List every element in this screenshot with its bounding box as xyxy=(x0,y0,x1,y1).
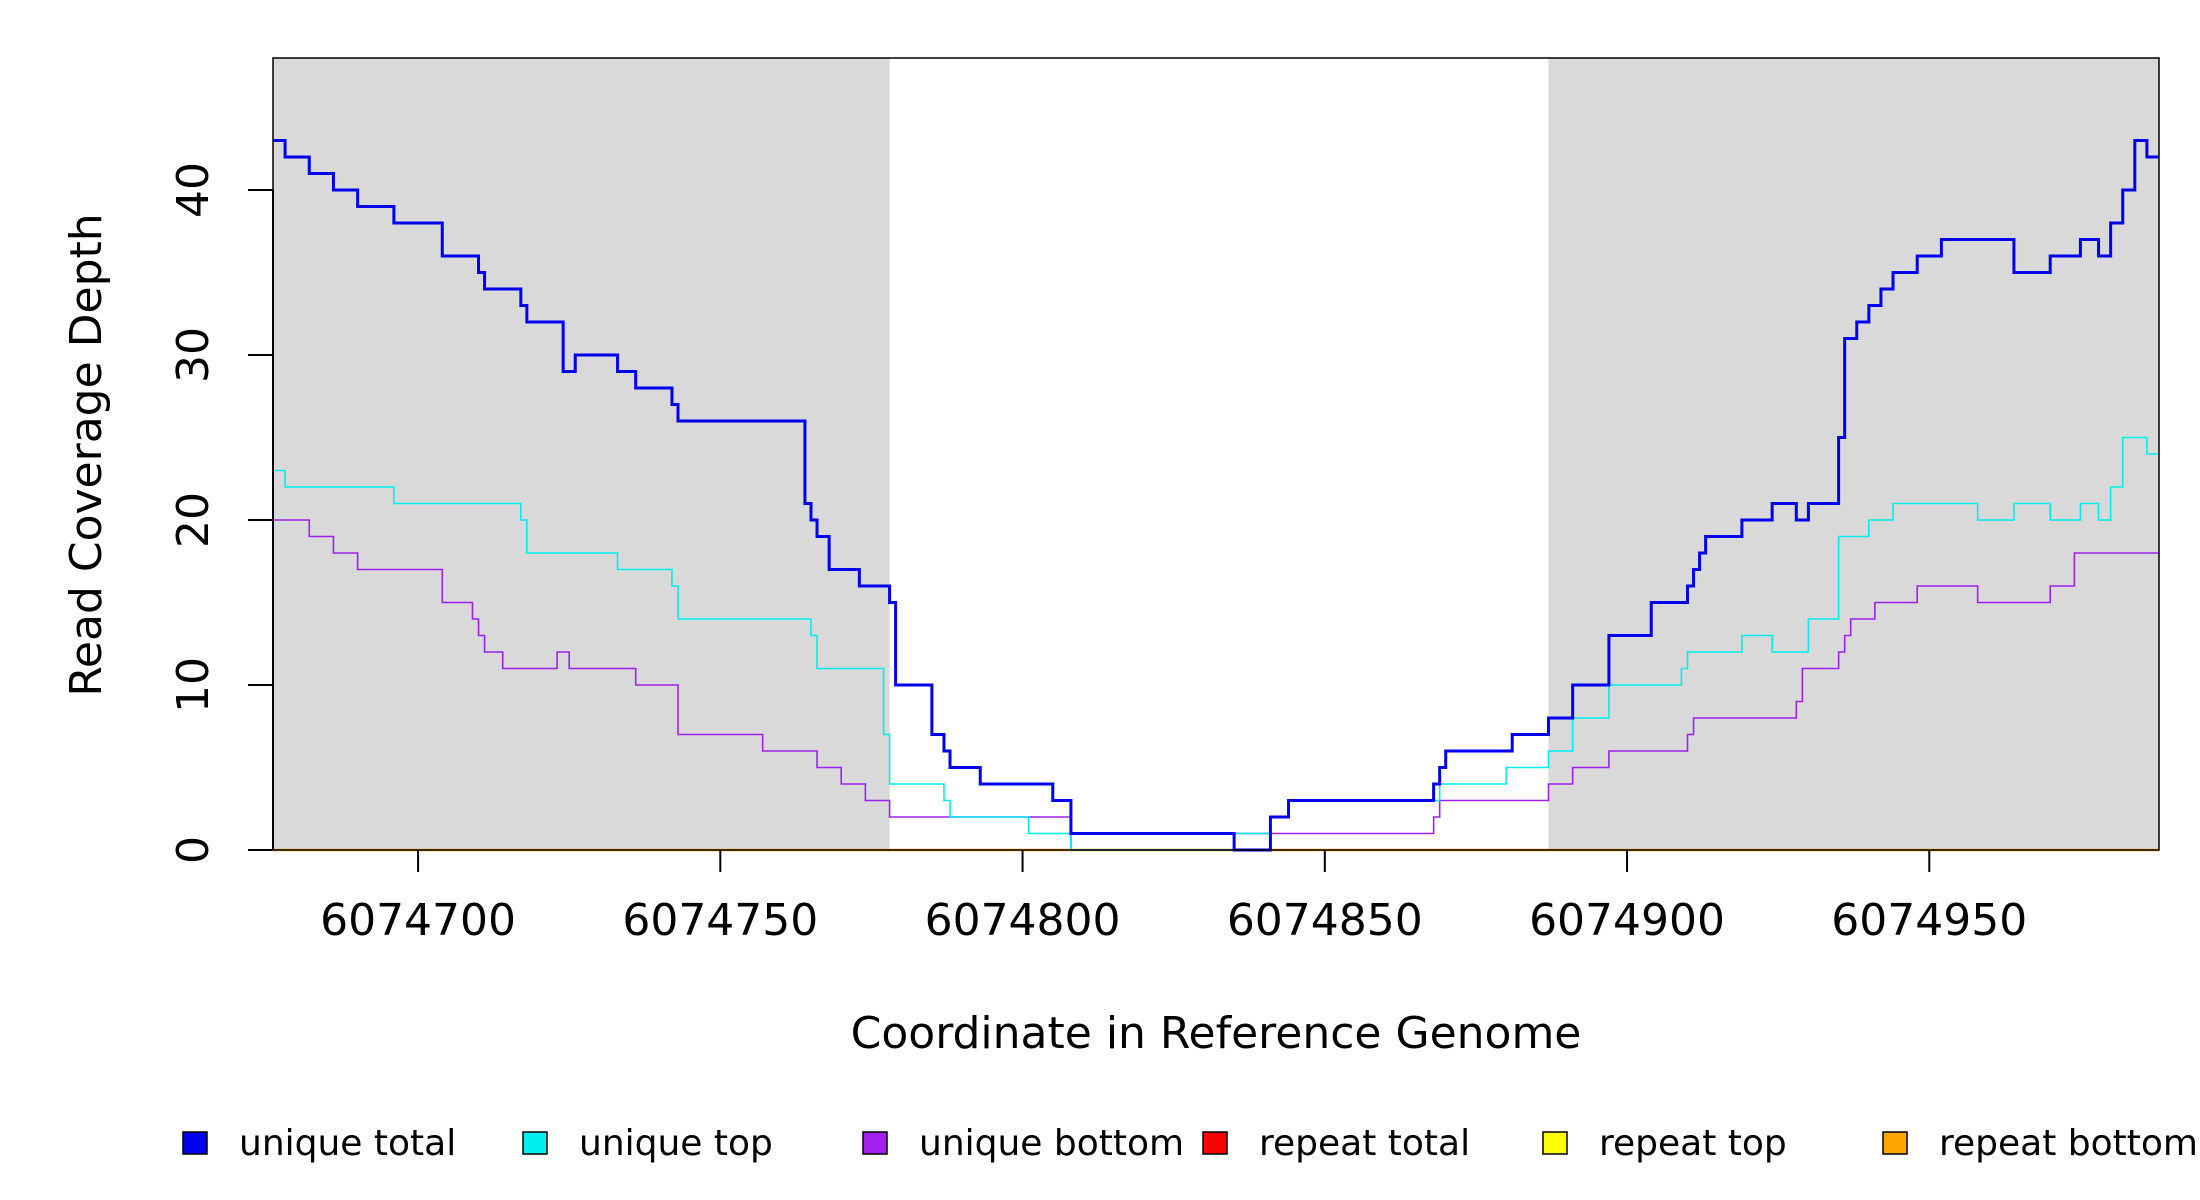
legend-item-unique-top: unique top xyxy=(522,1123,773,1164)
x-tick-label: 6074950 xyxy=(1831,895,2027,946)
y-tick-label: 30 xyxy=(168,327,219,383)
legend-label: repeat bottom xyxy=(1939,1123,2198,1164)
legend-item-repeat-top: repeat top xyxy=(1542,1123,1787,1164)
x-axis: 6074700 6074750 6074800 6074850 6074900 60749… xyxy=(320,850,2027,946)
legend-swatch xyxy=(522,1131,548,1155)
y-tick-label: 20 xyxy=(168,492,219,548)
legend-label: unique bottom xyxy=(919,1123,1184,1164)
x-tick-label: 6074800 xyxy=(925,895,1121,946)
shaded-regions xyxy=(273,58,2159,850)
legend-label: unique top xyxy=(579,1123,773,1164)
shaded-region-1 xyxy=(273,58,890,850)
x-tick-label: 6074850 xyxy=(1227,895,1423,946)
series-unique-total xyxy=(273,139,2159,852)
legend-swatch xyxy=(182,1131,208,1155)
x-axis-label: Coordinate in Reference Genome xyxy=(851,1008,1582,1059)
legend: unique total unique top unique bottom repea… xyxy=(182,1123,2198,1164)
legend-label: unique total xyxy=(239,1123,456,1164)
x-tick-label: 6074700 xyxy=(320,895,516,946)
legend-swatch xyxy=(1202,1131,1228,1155)
shaded-region-2 xyxy=(1548,58,2159,850)
legend-item-repeat-bottom: repeat bottom xyxy=(1882,1123,2198,1164)
y-axis: 0 10 20 30 40 xyxy=(168,162,274,864)
y-axis-label: Read Coverage Depth xyxy=(61,213,112,696)
legend-swatch xyxy=(862,1131,888,1155)
legend-item-unique-bottom: unique bottom xyxy=(862,1123,1184,1164)
x-tick-label: 6074900 xyxy=(1529,895,1725,946)
legend-label: repeat total xyxy=(1259,1123,1470,1164)
y-tick-label: 0 xyxy=(168,836,219,864)
y-tick-label: 10 xyxy=(168,657,219,713)
legend-label: repeat top xyxy=(1599,1123,1787,1164)
legend-swatch xyxy=(1882,1131,1908,1155)
y-tick-label: 40 xyxy=(168,162,219,218)
series-unique-top xyxy=(273,436,2159,851)
x-tick-label: 6074750 xyxy=(622,895,818,946)
legend-item-repeat-total: repeat total xyxy=(1202,1123,1470,1164)
legend-swatch xyxy=(1542,1131,1568,1155)
legend-item-unique-total: unique total xyxy=(182,1123,456,1164)
